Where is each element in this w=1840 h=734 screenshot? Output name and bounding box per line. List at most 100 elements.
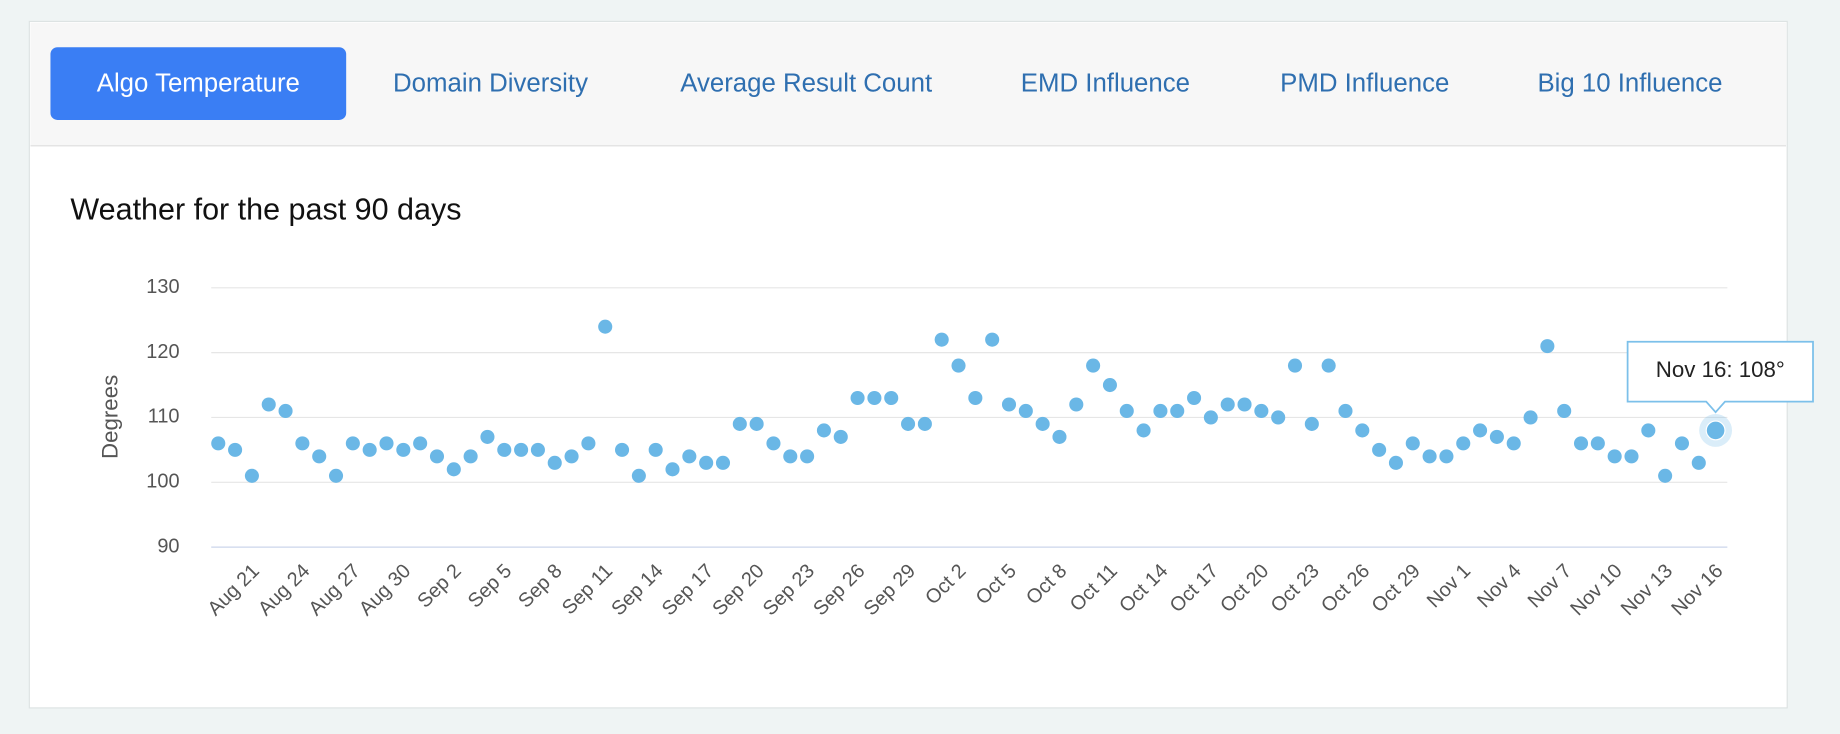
marker — [278, 403, 293, 419]
tab[interactable]: Algo Temperature — [97, 70, 300, 98]
marker — [228, 442, 243, 457]
marker — [665, 462, 680, 477]
marker — [1355, 423, 1370, 438]
tab-active-bg[interactable] — [50, 47, 347, 120]
marker — [1422, 449, 1437, 464]
tooltip: Nov 16: 108° — [1626, 340, 1814, 414]
tab[interactable]: Big 10 Influence — [1537, 70, 1722, 98]
marker — [968, 390, 983, 406]
y-axis-label: Degrees — [97, 375, 122, 459]
marker — [1069, 397, 1084, 412]
marker — [1388, 455, 1403, 470]
marker — [581, 436, 596, 451]
marker — [1018, 403, 1033, 419]
marker — [648, 442, 663, 457]
marker — [783, 449, 798, 464]
marker — [1119, 403, 1134, 419]
marker — [1557, 403, 1572, 419]
marker — [1405, 436, 1420, 451]
marker — [564, 449, 579, 464]
marker — [699, 455, 714, 470]
marker — [1372, 442, 1387, 457]
marker — [446, 462, 461, 477]
marker — [631, 468, 646, 483]
marker — [749, 416, 764, 431]
marker — [833, 429, 848, 444]
marker — [1641, 423, 1656, 438]
marker — [1523, 410, 1538, 425]
marker — [1489, 429, 1504, 444]
marker — [497, 442, 512, 457]
tab[interactable]: PMD Influence — [1280, 70, 1449, 98]
marker — [917, 416, 932, 431]
y-tick-label: 100 — [146, 471, 179, 493]
marker — [985, 332, 1000, 347]
marker — [682, 449, 697, 464]
marker — [1590, 436, 1605, 451]
marker — [244, 468, 259, 483]
marker — [1136, 423, 1151, 438]
marker — [615, 442, 630, 457]
marker — [312, 449, 327, 464]
marker — [732, 416, 747, 431]
y-tick-label: 110 — [148, 406, 180, 428]
marker — [1271, 410, 1286, 425]
marker — [362, 442, 377, 457]
tab[interactable]: EMD Influence — [1021, 70, 1190, 98]
marker — [1220, 397, 1235, 412]
marker — [547, 455, 562, 470]
marker — [413, 436, 428, 451]
marker — [884, 390, 899, 406]
marker — [1439, 449, 1454, 464]
marker — [345, 436, 360, 451]
marker — [1203, 410, 1218, 425]
marker — [1187, 390, 1202, 406]
marker — [934, 332, 949, 347]
marker — [1102, 378, 1117, 393]
marker — [800, 449, 815, 464]
marker — [1573, 436, 1589, 451]
marker — [1321, 358, 1336, 373]
marker — [1607, 449, 1622, 464]
tab[interactable]: Average Result Count — [680, 70, 932, 98]
marker — [1456, 436, 1471, 451]
marker — [850, 390, 865, 406]
marker — [429, 449, 445, 464]
marker — [816, 423, 831, 438]
marker — [1506, 436, 1521, 451]
tooltip-box — [1626, 340, 1814, 414]
marker — [261, 397, 276, 412]
marker — [1170, 403, 1185, 419]
marker — [1691, 455, 1706, 470]
chart-title: Weather for the past 90 days — [70, 193, 461, 227]
marker — [1086, 358, 1101, 373]
marker — [1237, 397, 1252, 412]
marker — [295, 436, 310, 451]
tab[interactable]: Domain Diversity — [393, 70, 588, 98]
marker — [396, 442, 411, 457]
marker — [1304, 416, 1319, 431]
marker — [715, 455, 731, 470]
tabs: Algo Temperature Domain Diversity Average … — [50, 47, 1722, 120]
y-tick-label: 90 — [157, 535, 179, 557]
marker — [1338, 403, 1353, 419]
marker — [1540, 339, 1555, 354]
marker — [530, 442, 545, 457]
marker — [514, 442, 529, 457]
marker — [1035, 416, 1050, 431]
marker — [480, 429, 495, 444]
marker — [598, 319, 613, 334]
marker — [1153, 403, 1168, 419]
marker — [1052, 429, 1067, 444]
marker — [1658, 468, 1673, 483]
tooltip-text: Nov 16: 108° — [1656, 357, 1785, 382]
marker — [1705, 420, 1726, 441]
marker — [211, 436, 226, 451]
marker — [1674, 436, 1690, 451]
marker — [328, 468, 344, 483]
y-tick-label: 130 — [146, 276, 179, 298]
marker — [1624, 449, 1639, 464]
marker — [1287, 358, 1303, 373]
